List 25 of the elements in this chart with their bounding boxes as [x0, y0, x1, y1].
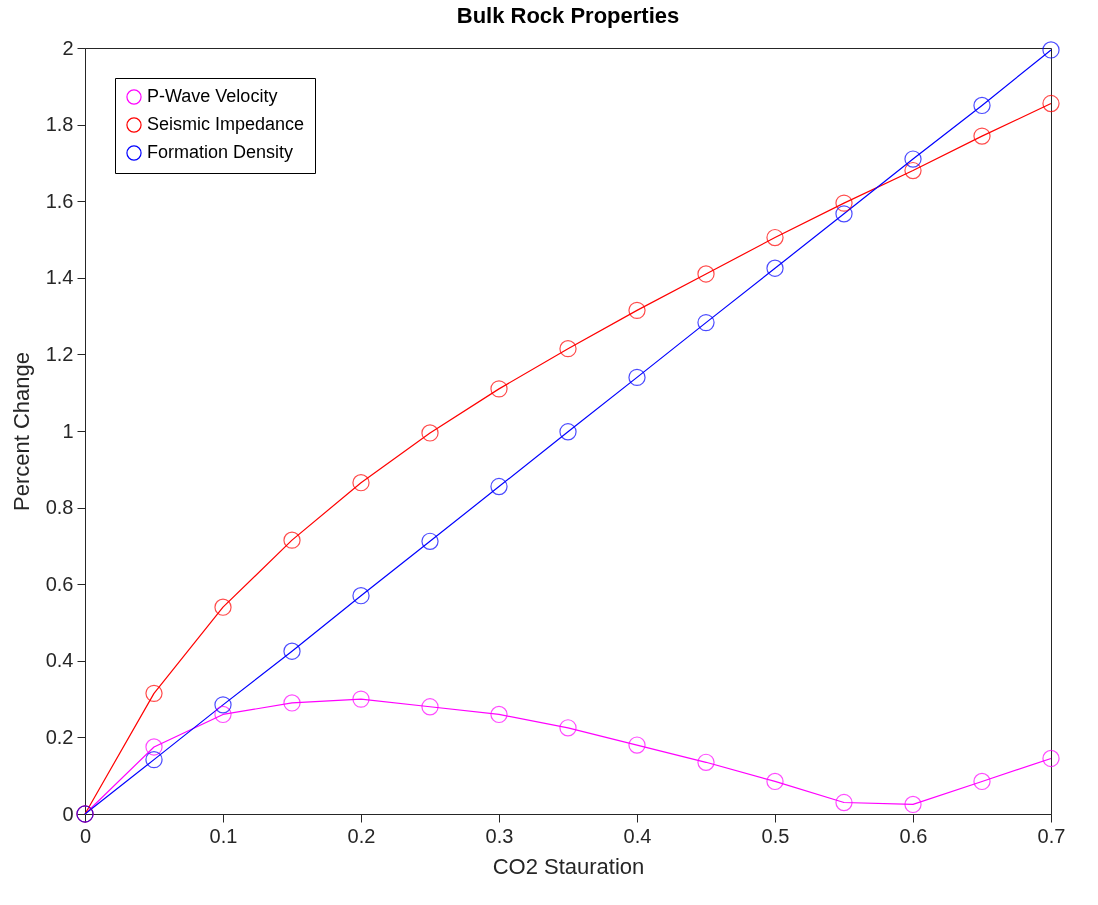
chart-title: Bulk Rock Properties: [456, 3, 680, 28]
y-tick-label: 0.6: [45, 572, 74, 595]
y-tick-label: 0.8: [45, 496, 74, 519]
y-tick-label: 1.8: [45, 113, 74, 136]
x-tick-label: 0.5: [761, 824, 790, 847]
x-tick-label: 0.6: [899, 824, 928, 847]
x-tick-label: 0.2: [347, 824, 376, 847]
x-tick-label: 0: [79, 824, 92, 847]
x-axis-title: CO2 Stauration: [492, 853, 645, 879]
y-tick-label: 1.2: [45, 342, 74, 365]
y-tick-label: 1.4: [45, 266, 74, 289]
legend-label: Seismic Impedance: [147, 114, 305, 134]
y-tick-label: 0: [62, 802, 74, 825]
x-tick-label: 0.1: [209, 824, 238, 847]
legend-label: P-Wave Velocity: [147, 86, 278, 106]
y-tick-label: 1.6: [45, 189, 74, 212]
y-axis-title: Percent Change: [8, 352, 34, 511]
y-tick-label: 2: [62, 36, 74, 59]
y-tick-label: 0.4: [45, 649, 74, 672]
x-tick-label: 0.3: [485, 824, 514, 847]
x-tick-label: 0.4: [623, 824, 652, 847]
x-tick-label: 0.7: [1037, 824, 1066, 847]
y-tick-label: 0.2: [45, 725, 74, 748]
legend-label: Formation Density: [147, 142, 294, 162]
y-tick-label: 1: [62, 419, 74, 442]
